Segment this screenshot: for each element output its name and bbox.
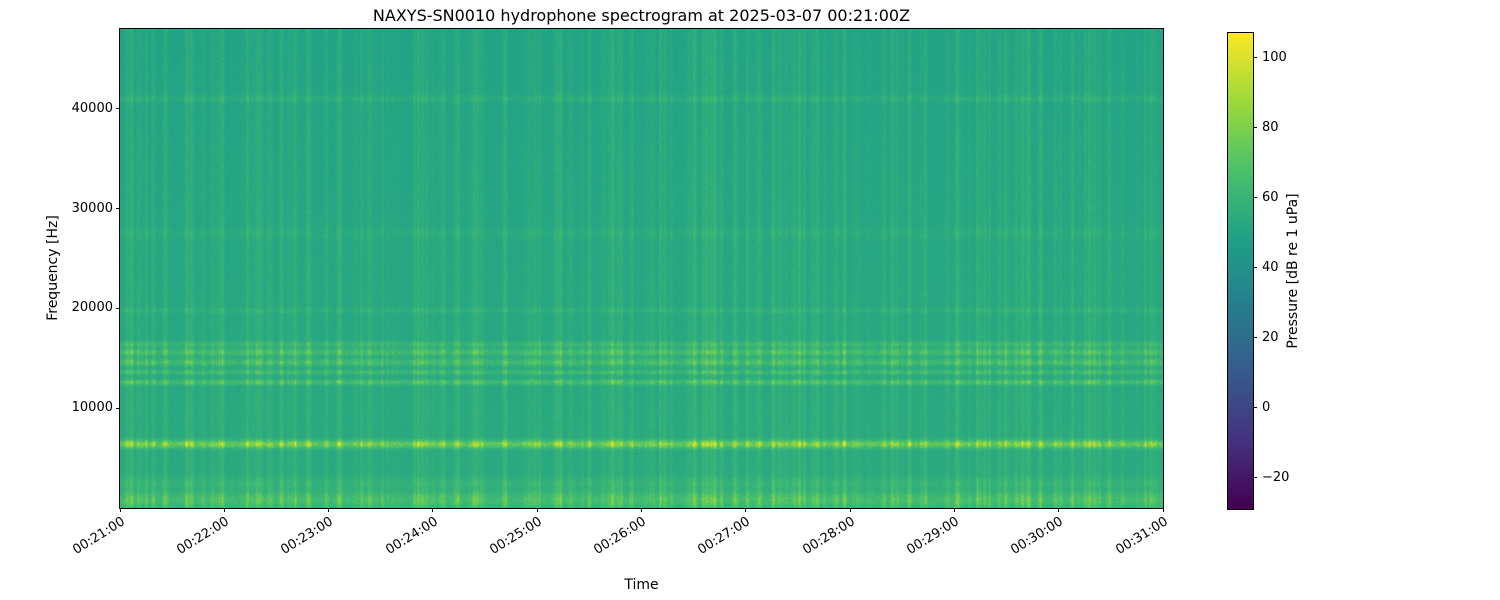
x-tick-label: 00:22:00 [174,514,232,558]
colorbar-tick-label: 0 [1262,399,1271,415]
x-tick-label: 00:31:00 [1112,514,1171,558]
x-tick-mark [432,508,434,512]
colorbar-tick-mark [1253,477,1257,478]
x-tick-label: 00:30:00 [1008,514,1067,558]
x-tick-label: 00:27:00 [695,514,754,558]
colorbar-tick-mark [1253,407,1257,408]
colorbar-tick-label: 40 [1262,259,1279,275]
colorbar-tick-label: 80 [1262,119,1279,135]
colorbar-tick-mark [1253,197,1257,198]
y-tick-label: 40000 [71,100,113,116]
y-tick-label: 20000 [71,300,113,316]
colorbar-tick-label: 20 [1262,329,1279,345]
y-axis-label: Frequency [Hz] [45,215,61,321]
x-tick-label: 00:21:00 [69,514,128,558]
x-tick-label: 00:26:00 [591,514,649,558]
colorbar-tick-mark [1253,337,1257,338]
x-tick-mark [328,508,330,512]
colorbar-tick-label: −20 [1262,469,1290,485]
x-tick-mark [536,508,538,512]
x-tick-label: 00:23:00 [278,514,337,558]
x-tick-label: 00:29:00 [904,514,962,558]
y-tick-mark [116,407,120,409]
y-tick-label: 10000 [71,400,113,416]
x-tick-mark [223,508,225,512]
x-tick-mark [849,508,851,512]
x-tick-mark [745,508,747,512]
x-tick-mark [1058,508,1060,512]
x-axis-label: Time [624,577,659,593]
spectrogram-heatmap [119,28,1164,509]
x-tick-label: 00:25:00 [487,514,545,558]
colorbar-tick-label: 60 [1262,189,1279,205]
x-tick-mark [1162,508,1164,512]
y-tick-mark [116,307,120,309]
colorbar-tick-mark [1253,267,1257,268]
x-tick-label: 00:28:00 [800,514,858,558]
x-tick-mark [953,508,955,512]
x-tick-label: 00:24:00 [382,514,441,558]
x-tick-mark [119,508,121,512]
chart-title: NAXYS-SN0010 hydrophone spectrogram at 2… [372,6,911,25]
colorbar-tick-mark [1253,57,1257,58]
y-tick-mark [116,108,120,110]
colorbar-label: Pressure [dB re 1 uPa] [1285,193,1301,349]
colorbar-tick-label: 100 [1262,49,1287,65]
colorbar-tick-mark [1253,127,1257,128]
y-tick-mark [116,208,120,210]
colorbar-gradient [1227,32,1254,510]
y-tick-label: 30000 [71,200,113,216]
x-tick-mark [641,508,642,512]
